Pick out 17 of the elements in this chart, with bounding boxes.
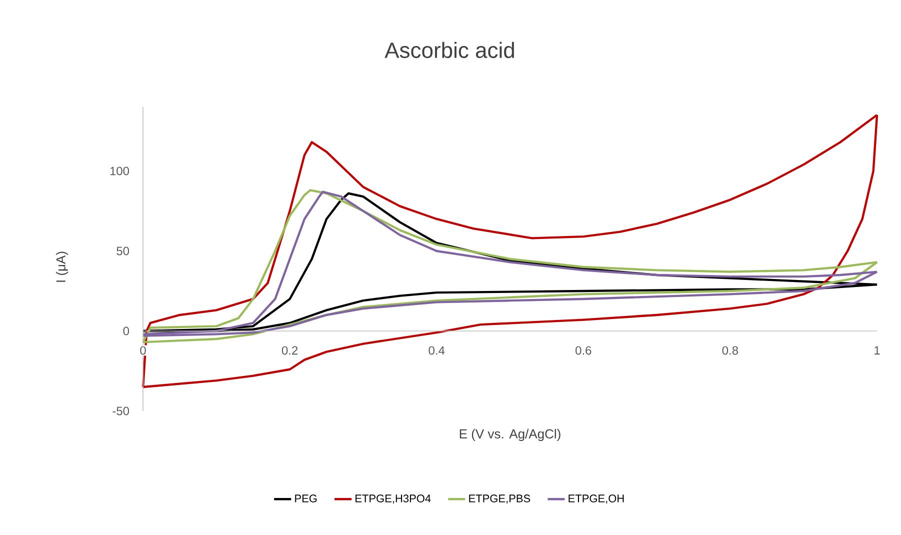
chart-title: Ascorbic acid <box>384 42 514 58</box>
x-tick-label: 0.4 <box>428 346 445 355</box>
legend-label: ETPGE,H3PO4 <box>356 494 431 504</box>
x-tick-label: 1 <box>874 346 880 354</box>
legend-label: PEG <box>295 494 317 502</box>
x-tick-label: 0 <box>140 346 146 355</box>
x-axis-title: E (V vs. Ag/AgCl) <box>460 428 560 442</box>
y-tick-label: 0 <box>123 326 130 336</box>
y-tick-label: 50 <box>116 246 130 256</box>
legend-label: ETPGE,OH <box>568 494 624 504</box>
x-tick-label: 0.8 <box>722 346 738 355</box>
y-tick-label: -50 <box>112 406 130 416</box>
legend-label: ETPGE,PBS <box>469 494 530 504</box>
x-tick-label: 0.2 <box>282 346 298 355</box>
x-tick-label: 0.6 <box>576 346 592 355</box>
y-tick-label: 100 <box>110 166 130 176</box>
y-axis-title: I (μA) <box>56 252 68 282</box>
